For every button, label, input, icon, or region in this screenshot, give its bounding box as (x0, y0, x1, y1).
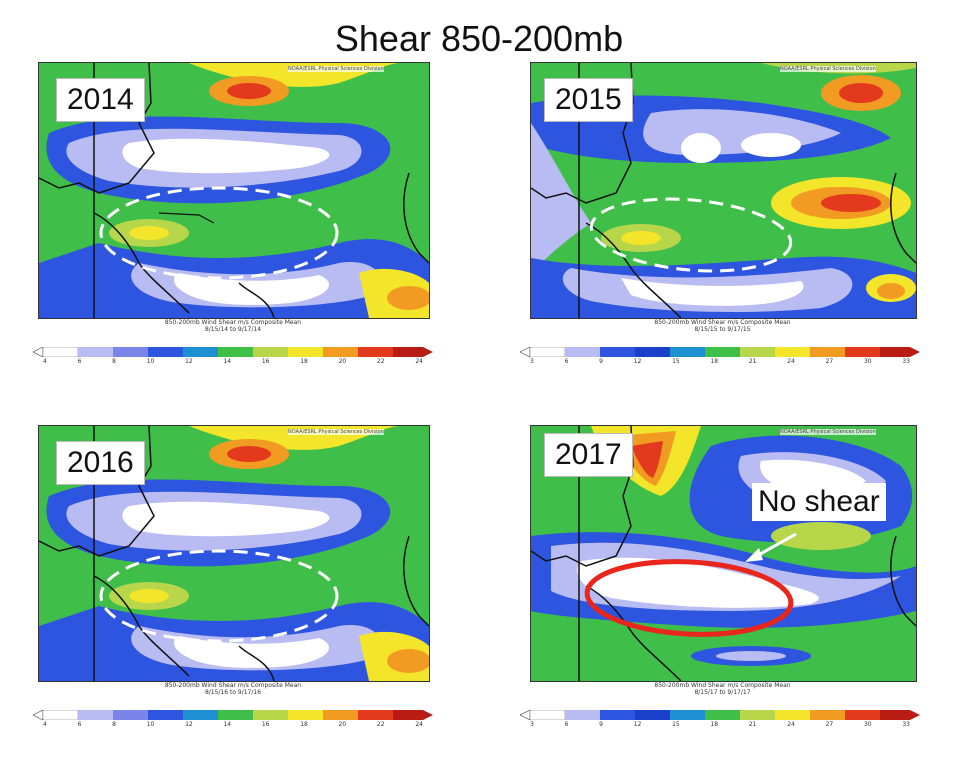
year-label: 2014 (56, 78, 145, 122)
caption-dates: 8/15/15 to 9/17/15 (694, 326, 751, 333)
tick: 12 (633, 358, 642, 365)
panel-2015: 2015 NOAA/ESRL Physical Sciences Divisio… (520, 62, 930, 365)
tick: 18 (300, 358, 308, 365)
tick: 9 (599, 358, 603, 365)
caption-dates: 8/15/14 to 9/17/14 (204, 326, 262, 333)
caption-dates: 8/15/17 to 9/17/17 (694, 689, 751, 696)
tick: 8 (112, 358, 116, 365)
tick: 22 (376, 358, 385, 365)
tick: 12 (633, 721, 642, 728)
tick: 15 (672, 721, 680, 728)
panel-2016: 2016 NOAA/ESRL Physical Sciences Divisio… (33, 425, 438, 728)
map-header: NOAA/ESRL Physical Sciences Division (780, 429, 876, 435)
tick: 10 (146, 721, 155, 728)
tick: 14 (223, 358, 232, 365)
caption-dates: 8/15/16 to 9/17/16 (204, 689, 262, 696)
colorbar-ticks: 4 6 8 10 12 14 16 18 20 22 24 (43, 721, 423, 728)
tick: 6 (564, 721, 569, 728)
colorbar-ticks: 3 6 9 12 15 18 21 24 27 30 33 (530, 721, 910, 728)
year-label: 2016 (56, 441, 145, 485)
colorbar-ticks: 4 6 8 10 12 14 16 18 20 22 24 (43, 358, 423, 365)
map-caption: 850-200mb Wind Shear m/s Composite Mean … (530, 682, 915, 696)
shear-map-2017 (530, 425, 917, 682)
panel-2014: 2014 NOAA/ESRL Physical Sciences Divisio… (33, 62, 438, 365)
tick: 18 (710, 358, 719, 365)
tick: 22 (376, 721, 385, 728)
tick: 6 (77, 721, 82, 728)
tick: 24 (415, 721, 423, 728)
tick: 9 (599, 721, 603, 728)
panel-2017: 2017 NOAA/ESRL Physical Sciences Divisio… (520, 425, 930, 728)
tick: 6 (564, 358, 569, 365)
map-header: NOAA/ESRL Physical Sciences Division (288, 66, 384, 72)
tick: 14 (223, 721, 232, 728)
tick: 20 (338, 721, 347, 728)
tick: 24 (787, 358, 795, 365)
tick: 3 (530, 721, 534, 728)
tick: 21 (748, 358, 757, 365)
map-caption: 850-200mb Wind Shear m/s Composite Mean … (530, 319, 915, 333)
tick: 30 (863, 721, 872, 728)
map-caption: 850-200mb Wind Shear m/s Composite Mean … (38, 682, 428, 696)
tick: 27 (825, 358, 834, 365)
tick: 27 (825, 721, 834, 728)
tick: 6 (77, 358, 82, 365)
tick: 24 (787, 721, 795, 728)
tick: 10 (146, 358, 155, 365)
tick: 20 (338, 358, 347, 365)
shear-map-2016 (38, 425, 430, 682)
colorbar (520, 710, 920, 720)
colorbar (33, 347, 433, 357)
tick: 15 (672, 358, 680, 365)
year-label: 2015 (544, 78, 633, 122)
no-shear-annotation: No shear (752, 483, 886, 521)
colorbar (520, 347, 920, 357)
map-header: NOAA/ESRL Physical Sciences Division (780, 66, 876, 72)
tick: 30 (863, 358, 872, 365)
tick: 8 (112, 721, 116, 728)
caption-variable: 850-200mb Wind Shear m/s Composite Mean (164, 319, 302, 326)
tick: 4 (43, 721, 47, 728)
tick: 18 (300, 721, 308, 728)
tick: 16 (261, 721, 270, 728)
map-caption: 850-200mb Wind Shear m/s Composite Mean … (38, 319, 428, 333)
tick: 12 (185, 358, 193, 365)
tick: 33 (902, 721, 910, 728)
tick: 24 (415, 358, 423, 365)
year-label: 2017 (544, 433, 633, 477)
tick: 12 (185, 721, 193, 728)
caption-variable: 850-200mb Wind Shear m/s Composite Mean (654, 682, 791, 689)
page-title: Shear 850-200mb (334, 18, 624, 59)
tick: 16 (261, 358, 270, 365)
tick: 33 (902, 358, 910, 365)
map-header: NOAA/ESRL Physical Sciences Division (288, 429, 384, 435)
colorbar-ticks: 3 6 9 12 15 18 21 24 27 30 33 (530, 358, 910, 365)
tick: 18 (710, 721, 719, 728)
colorbar (33, 710, 433, 720)
tick: 4 (43, 358, 47, 365)
tick: 21 (748, 721, 757, 728)
caption-variable: 850-200mb Wind Shear m/s Composite Mean (164, 682, 302, 689)
tick: 3 (530, 358, 534, 365)
caption-variable: 850-200mb Wind Shear m/s Composite Mean (654, 319, 791, 326)
